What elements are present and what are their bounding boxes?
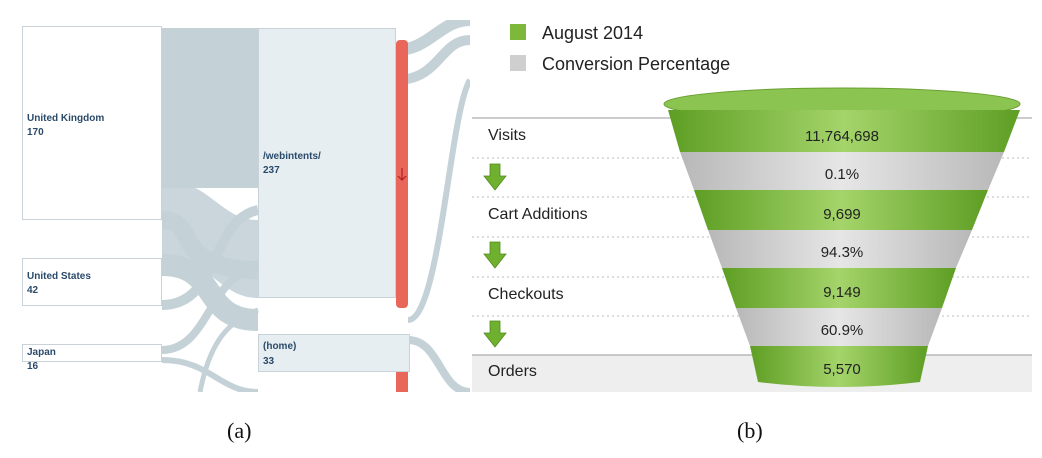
funnel-segment-conversion <box>736 308 942 346</box>
legend-swatch-august <box>510 24 526 40</box>
funnel-segment-cart-additions <box>694 190 988 230</box>
green-down-arrow-icon <box>483 241 507 269</box>
flow-diagram-panel: United Kingdom 170 United States 42 Japa… <box>20 20 470 392</box>
node-label: (home) <box>263 341 297 352</box>
green-down-arrow-icon <box>483 320 507 348</box>
country-node-united-kingdom[interactable]: United Kingdom 170 <box>22 26 162 220</box>
country-node-united-states[interactable]: United States 42 <box>22 258 162 306</box>
stage-label-orders: Orders <box>488 363 537 380</box>
conversion-value: 94.3% <box>821 244 864 261</box>
stage-label-visits: Visits <box>488 127 526 144</box>
caption-b: (b) <box>737 418 763 443</box>
stage-value-checkouts: 9,149 <box>823 284 861 301</box>
node-value: 33 <box>263 356 275 367</box>
orders-row-background <box>472 355 1032 392</box>
stage-value-cart-additions: 9,699 <box>823 206 861 223</box>
flow-link <box>161 205 260 310</box>
node-label: United States <box>27 271 91 282</box>
legend-label-conversion: Conversion Percentage <box>542 54 730 74</box>
flow-links <box>161 20 470 392</box>
page-node-webintents[interactable]: /webintents/ 237 <box>258 28 396 298</box>
stage-label-cart-additions: Cart Additions <box>488 206 588 223</box>
country-node-japan[interactable]: Japan 16 <box>22 344 162 372</box>
flow-link <box>406 78 470 323</box>
node-label: United Kingdom <box>27 113 105 124</box>
node-label: Japan <box>27 347 56 358</box>
funnel-segment-conversion <box>680 152 1004 190</box>
green-down-arrow-icon <box>483 163 507 191</box>
flow-link <box>197 307 259 392</box>
funnel-segment-orders <box>750 346 928 387</box>
conversion-value: 0.1% <box>825 166 859 183</box>
funnel-segment-visits <box>668 110 1020 152</box>
flow-link <box>161 211 259 279</box>
node-label: /webintents/ <box>263 151 321 162</box>
stage-value-orders: 5,570 <box>823 361 861 378</box>
legend-label-august: August 2014 <box>542 23 643 43</box>
node-value: 237 <box>263 165 280 176</box>
funnel-chart: August 2014 Conversion Percentage Visits… <box>472 23 1032 392</box>
stage-label-checkouts: Checkouts <box>488 286 564 303</box>
node-value: 16 <box>27 361 39 372</box>
flow-link <box>162 28 258 188</box>
legend-swatch-conversion <box>510 55 526 71</box>
caption-a: (a) <box>227 418 252 443</box>
flow-link <box>407 336 470 392</box>
flow-link <box>161 357 259 392</box>
funnel-segment-conversion <box>708 230 972 268</box>
flow-link <box>395 35 470 85</box>
page-node-home[interactable]: (home) 33 <box>258 334 410 372</box>
funnel-segment-checkouts <box>722 268 956 308</box>
conversion-value: 60.9% <box>821 322 864 339</box>
dropoff-arrow-icon <box>397 168 407 181</box>
flow-link <box>161 266 259 354</box>
node-value: 42 <box>27 285 39 296</box>
funnel-panel: August 2014 Conversion Percentage Visits… <box>472 0 1032 392</box>
stage-value-visits: 11,764,698 <box>805 128 879 145</box>
node-value: 170 <box>27 127 44 138</box>
